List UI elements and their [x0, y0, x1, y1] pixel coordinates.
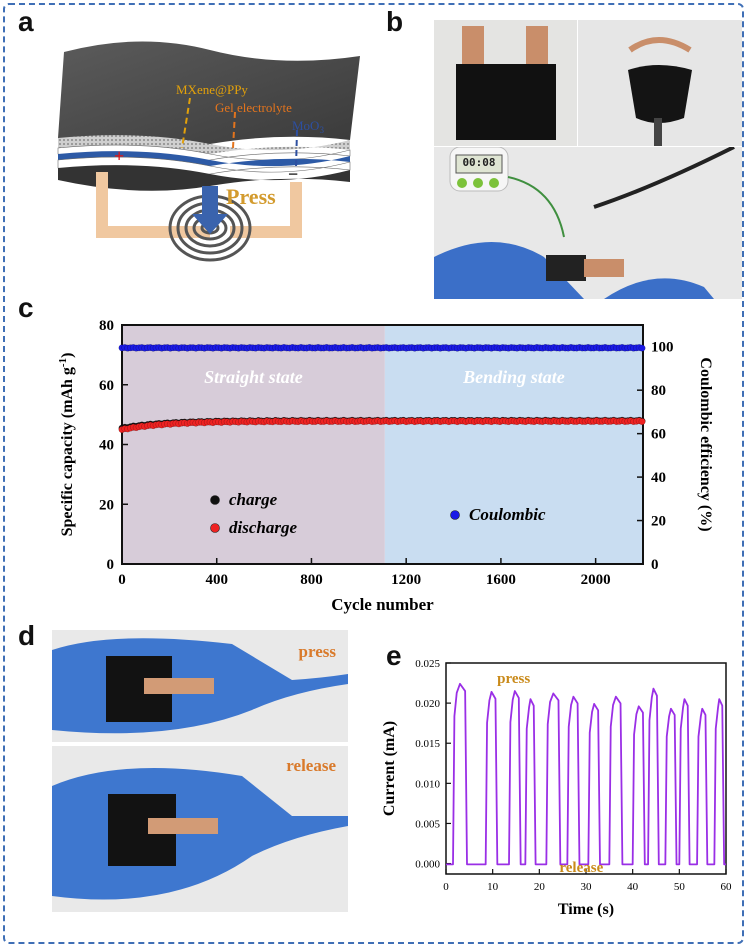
y-tick-label: 20 — [99, 497, 114, 513]
region-label: Straight state — [204, 367, 303, 387]
y-tick-label: 40 — [99, 438, 114, 454]
y2-tick-label: 100 — [651, 340, 674, 356]
legend-marker-coulombic — [450, 510, 460, 520]
y2-axis-label: Coulombic efficiency (%) — [697, 357, 714, 531]
photo-timer-setup: 00:08 — [434, 147, 742, 299]
x-tick-label: 20 — [534, 881, 546, 893]
current-trace — [446, 682, 726, 866]
x-tick-label: 40 — [627, 881, 639, 893]
region-label: Bending state — [462, 367, 565, 387]
x-tick-label: 10 — [487, 881, 499, 893]
layer-stack — [57, 41, 360, 191]
x-tick-label: 0 — [118, 572, 126, 588]
series-discharge — [118, 417, 646, 434]
y-tick-label: 0.020 — [415, 698, 440, 710]
legend-marker-discharge — [210, 523, 220, 533]
figure-frame — [3, 3, 744, 944]
legend-label-charge: charge — [229, 490, 278, 509]
panel-letter-e: e — [386, 640, 402, 671]
y-tick-label: 0.005 — [415, 818, 440, 830]
y2-tick-label: 20 — [651, 514, 666, 530]
legend-label-coulombic: Coulombic — [469, 505, 546, 524]
x-tick-label: 50 — [674, 881, 686, 893]
panel-letter-c: c — [18, 292, 34, 323]
legend-marker-charge — [210, 495, 220, 505]
y2-tick-label: 60 — [651, 427, 666, 443]
device-schematic: MXene@PPy Gel electrolyte MoO3 + − Press — [57, 41, 360, 262]
x-tick-label: 1200 — [391, 572, 421, 588]
x-tick-label: 400 — [205, 572, 228, 588]
series-coulombic — [118, 344, 646, 352]
photo-flat-device — [434, 20, 577, 146]
press-arrow-icon — [192, 186, 228, 234]
x-tick-label: 800 — [300, 572, 323, 588]
y-tick-label: 0.015 — [415, 738, 440, 750]
y2-tick-label: 80 — [651, 383, 666, 399]
x-tick-label: 60 — [721, 881, 733, 893]
panel-letter-d: d — [18, 620, 36, 651]
release-photo-label: release — [286, 756, 336, 775]
press-label: Press — [226, 184, 276, 209]
y2-tick-label: 0 — [651, 557, 659, 573]
y-tick-label: 0.000 — [415, 859, 440, 871]
data-point — [638, 344, 646, 352]
y-axis-label: Specific capacity (mAh g-1) — [57, 353, 76, 537]
plot-frame — [445, 662, 727, 875]
data-point — [638, 418, 646, 426]
annotation-press: press — [497, 671, 530, 687]
minus-terminal: − — [288, 164, 298, 184]
y-tick-label: 0 — [107, 557, 115, 573]
photo-press: press — [52, 630, 348, 742]
panel-letter-b: b — [386, 6, 404, 37]
photo-bent-device — [578, 20, 742, 146]
x-tick-label: 2000 — [581, 572, 611, 588]
region-bending — [384, 325, 643, 564]
y2-tick-label: 40 — [651, 470, 666, 486]
y-tick-label: 0.010 — [415, 778, 440, 790]
press-photo-label: press — [298, 642, 336, 661]
photo-release: release — [52, 746, 348, 912]
panel-letter-a: a — [18, 6, 34, 37]
external-circuit — [96, 172, 302, 238]
label-moo3: MoO3 — [292, 118, 324, 135]
region-straight — [122, 325, 385, 564]
annotation-release: release — [559, 860, 603, 876]
y-tick-label: 60 — [99, 378, 114, 394]
timer-display: 00:08 — [462, 156, 496, 169]
legend-label-discharge: discharge — [229, 518, 297, 537]
x-axis-label: Time (s) — [558, 901, 614, 918]
y-tick-label: 0.025 — [415, 658, 440, 670]
label-mxene-ppy: MXene@PPy — [176, 82, 248, 97]
x-tick-label: 30 — [581, 881, 593, 893]
plus-terminal: + — [114, 146, 124, 166]
y-tick-label: 80 — [99, 318, 114, 334]
label-gel-electrolyte: Gel electrolyte — [215, 100, 292, 115]
current-chart: 0 10 20 30 40 50 60 0.000 0.005 0.010 0.015 0.020 0.… — [381, 658, 733, 918]
x-axis-label: Cycle number — [331, 595, 434, 614]
x-tick-label: 1600 — [486, 572, 516, 588]
y-axis-label: Current (mA) — [381, 721, 398, 816]
x-tick-label: 0 — [443, 881, 449, 893]
